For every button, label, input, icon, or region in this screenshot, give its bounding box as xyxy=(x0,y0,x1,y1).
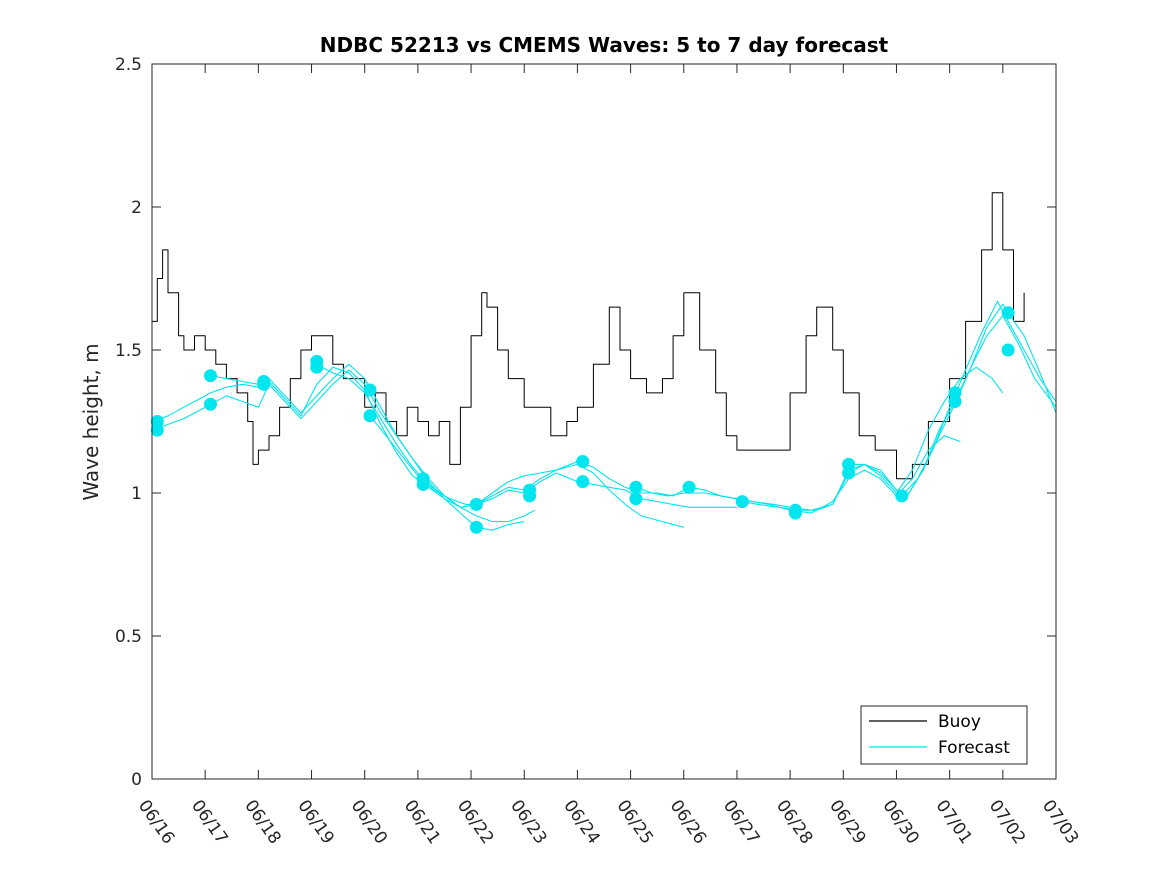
forecast-marker-20 xyxy=(682,480,696,494)
forecast-marker-5 xyxy=(257,377,271,391)
forecast-series-line-2 xyxy=(151,363,536,523)
forecast-marker-7 xyxy=(310,360,324,374)
forecast-marker-12 xyxy=(469,497,483,511)
forecast-marker-19 xyxy=(629,492,643,506)
legend-label-1: Forecast xyxy=(938,738,1010,758)
legend-box xyxy=(860,705,1028,765)
forecast-marker-9 xyxy=(363,409,377,423)
plot-markers xyxy=(150,306,1015,534)
forecast-marker-29 xyxy=(1001,306,1015,320)
forecast-series-line-5 xyxy=(369,415,961,514)
forecast-marker-25 xyxy=(842,466,856,480)
forecast-marker-18 xyxy=(629,480,643,494)
forecast-series-line-9 xyxy=(901,300,1057,497)
forecast-marker-3 xyxy=(204,397,217,411)
forecast-marker-28 xyxy=(948,395,962,408)
y-axis-label: Wave height, m xyxy=(79,343,103,500)
forecast-marker-21 xyxy=(735,495,749,509)
forecast-marker-2 xyxy=(204,369,217,383)
forecast-marker-1 xyxy=(150,423,164,437)
y-tick-label-5: 2.5 xyxy=(115,55,142,75)
forecast-marker-16 xyxy=(576,455,590,468)
forecast-marker-15 xyxy=(523,489,537,503)
legend: Buoy Forecast xyxy=(860,705,1028,765)
forecast-marker-8 xyxy=(363,383,377,397)
y-tick-label-2: 1 xyxy=(131,484,142,504)
y-tick-label-3: 1.5 xyxy=(115,341,142,361)
forecast-marker-26 xyxy=(895,489,909,503)
forecast-marker-11 xyxy=(416,477,430,491)
forecast-marker-13 xyxy=(469,520,483,534)
y-tick-label-4: 2 xyxy=(131,198,142,218)
forecast-marker-23 xyxy=(788,506,802,520)
forecast-marker-30 xyxy=(1001,343,1015,357)
forecast-series-line-3 xyxy=(210,366,684,528)
plot-frame xyxy=(151,63,1057,780)
chart-title: NDBC 52213 vs CMEMS Waves: 5 to 7 day fo… xyxy=(320,33,889,57)
y-tick-label-1: 0.5 xyxy=(115,627,142,647)
buoy-series-line xyxy=(152,192,1025,480)
legend-label-0: Buoy xyxy=(938,712,981,732)
forecast-marker-17 xyxy=(576,475,590,489)
y-tick-label-0: 0 xyxy=(131,770,142,790)
y-axis: 0 0.5 1 1.5 2 2.5 xyxy=(115,55,1056,790)
